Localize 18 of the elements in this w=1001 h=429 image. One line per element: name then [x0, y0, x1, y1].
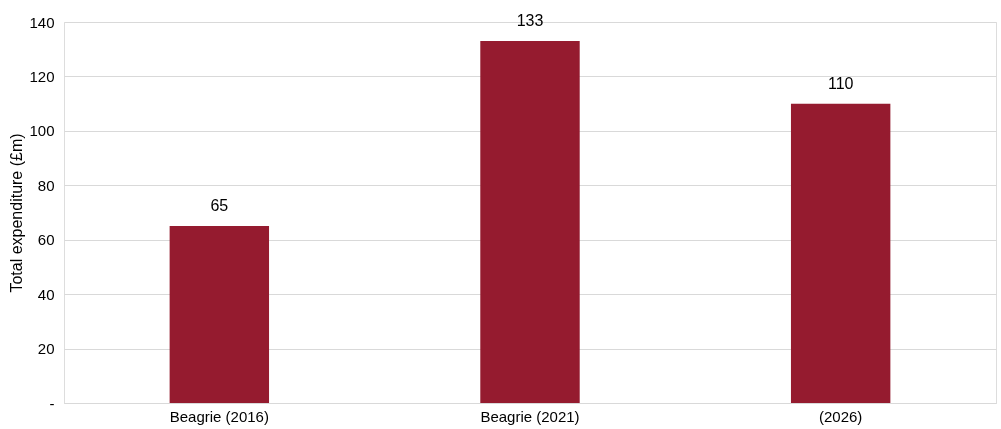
- x-tick-label: (2026): [818, 407, 863, 425]
- y-tick-label: 60: [37, 231, 55, 249]
- x-tick-label: Beagrie (2021): [480, 407, 580, 425]
- x-tick-label: Beagrie (2016): [169, 407, 269, 425]
- y-tick-label: 100: [29, 122, 55, 140]
- bar: [480, 41, 580, 403]
- bar: [790, 103, 891, 403]
- y-tick-label: -: [49, 394, 55, 412]
- y-tick-label: 40: [37, 285, 55, 303]
- y-tick-label: 120: [29, 67, 55, 85]
- y-axis-title: Total expenditure (£m): [8, 133, 26, 293]
- data-label: 133: [516, 12, 544, 30]
- y-tick-label: 80: [37, 176, 55, 194]
- data-label: 110: [827, 74, 854, 92]
- bar: [169, 226, 270, 403]
- y-tick-label: 20: [37, 340, 55, 358]
- data-label: 65: [210, 197, 229, 215]
- y-tick-label: 140: [29, 13, 55, 31]
